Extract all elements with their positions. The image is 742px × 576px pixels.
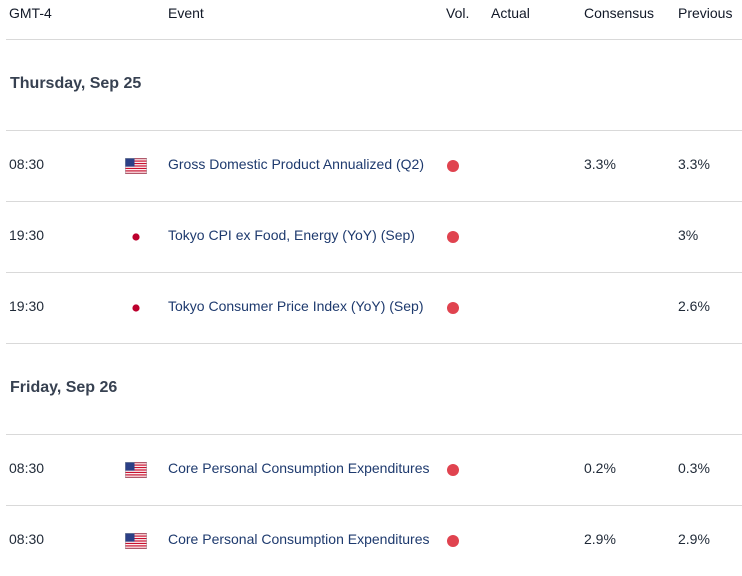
volatility-high-icon <box>447 464 459 476</box>
jp-flag-icon <box>125 229 147 245</box>
event-time: 19:30 <box>9 298 45 314</box>
event-time: 19:30 <box>9 227 45 243</box>
previous-value: 3.3% <box>678 156 710 172</box>
event-name[interactable]: Core Personal Consumption Expenditures <box>168 460 430 476</box>
table-row[interactable]: 19:30 Tokyo Consumer Price Index (YoY) (… <box>0 273 742 343</box>
table-header: GMT-4 Event Vol. Actual Consensus Previo… <box>0 0 742 28</box>
previous-value: 0.3% <box>678 460 710 476</box>
divider <box>6 272 742 273</box>
table-row[interactable]: 08:30 Core Personal Consumption Expendit… <box>0 435 742 505</box>
volatility-high-icon <box>447 302 459 314</box>
event-time: 08:30 <box>9 531 45 547</box>
column-header-actual: Actual <box>491 5 530 21</box>
column-header-previous: Previous <box>678 5 733 21</box>
previous-value: 2.6% <box>678 298 710 314</box>
column-header-vol: Vol. <box>446 5 470 21</box>
column-header-event: Event <box>168 5 204 21</box>
event-time: 08:30 <box>9 460 45 476</box>
divider <box>6 343 742 344</box>
jp-flag-icon <box>125 300 147 316</box>
us-flag-icon <box>125 158 147 174</box>
event-name[interactable]: Gross Domestic Product Annualized (Q2) <box>168 156 424 172</box>
divider <box>6 39 742 40</box>
day-heading: Thursday, Sep 25 <box>10 75 142 92</box>
volatility-high-icon <box>447 231 459 243</box>
consensus-value: 3.3% <box>584 156 616 172</box>
divider <box>6 201 742 202</box>
divider <box>6 434 742 435</box>
event-time: 08:30 <box>9 156 45 172</box>
previous-value: 3% <box>678 227 699 243</box>
table-row[interactable]: 08:30 Gross Domestic Product Annualized … <box>0 131 742 201</box>
table-row[interactable]: 19:30 Tokyo CPI ex Food, Energy (YoY) (S… <box>0 202 742 272</box>
us-flag-icon <box>125 462 147 478</box>
volatility-high-icon <box>447 535 459 547</box>
previous-value: 2.9% <box>678 531 710 547</box>
volatility-high-icon <box>447 160 459 172</box>
us-flag-icon <box>125 533 147 549</box>
event-name[interactable]: Tokyo CPI ex Food, Energy (YoY) (Sep) <box>168 227 415 243</box>
consensus-value: 2.9% <box>584 531 616 547</box>
event-name[interactable]: Core Personal Consumption Expenditures <box>168 531 430 547</box>
consensus-value: 0.2% <box>584 460 616 476</box>
table-row[interactable]: 08:30 Core Personal Consumption Expendit… <box>0 506 742 576</box>
day-heading: Friday, Sep 26 <box>10 379 118 396</box>
timezone-label[interactable]: GMT-4 <box>9 5 52 21</box>
divider <box>6 130 742 131</box>
event-name[interactable]: Tokyo Consumer Price Index (YoY) (Sep) <box>168 298 424 314</box>
column-header-consensus: Consensus <box>584 5 655 21</box>
divider <box>6 505 742 506</box>
